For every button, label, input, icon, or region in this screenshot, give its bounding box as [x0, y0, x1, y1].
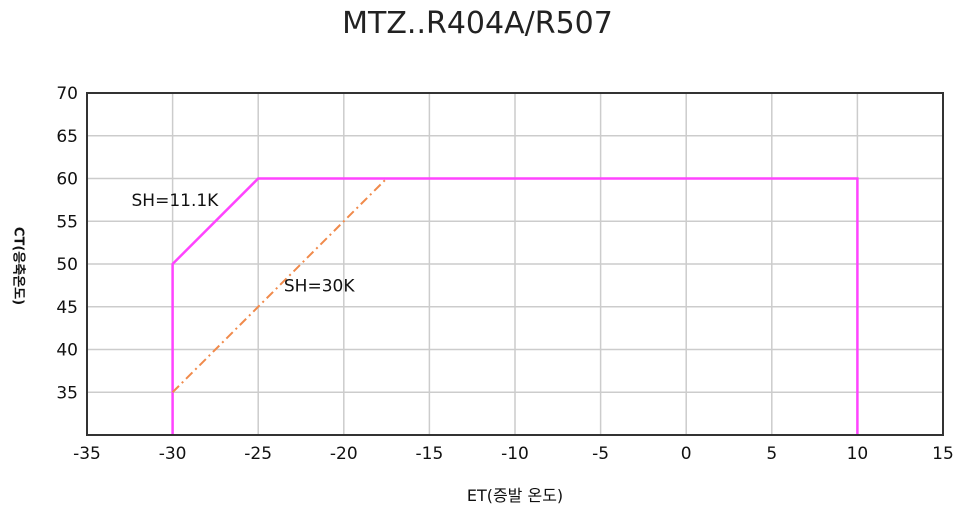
y-tick-label: 40 — [56, 341, 78, 361]
plot-frame — [86, 92, 944, 436]
x-tick-label: -25 — [244, 444, 272, 464]
annotations: SH=11.1K SH=30K — [132, 191, 356, 297]
x-tick-label: -20 — [330, 444, 358, 464]
y-tick-label: 55 — [56, 212, 78, 232]
y-tick-labels: 35 40 45 50 55 60 65 70 — [56, 84, 78, 403]
x-tick-labels: -35 -30 -25 -20 -15 -10 -5 0 5 10 15 — [73, 444, 954, 464]
x-tick-label: 0 — [681, 444, 692, 464]
y-tick-label: 35 — [56, 383, 78, 403]
x-tick-label: -35 — [73, 444, 101, 464]
series-lines — [171, 177, 859, 435]
y-tick-label: 70 — [56, 84, 78, 104]
x-tick-label: 5 — [766, 444, 777, 464]
grid-lines — [86, 92, 944, 435]
annotation-label: SH=11.1K — [132, 191, 220, 211]
y-tick-label: 60 — [56, 170, 78, 190]
y-axis-label: CT(응축온도) — [10, 226, 26, 306]
x-tick-label: -15 — [416, 444, 444, 464]
x-tick-label: -30 — [159, 444, 187, 464]
x-tick-label: -5 — [592, 444, 609, 464]
x-tick-label: -10 — [501, 444, 529, 464]
y-tick-label: 65 — [56, 127, 78, 147]
x-tick-label: 15 — [932, 444, 954, 464]
chart-title: MTZ..R404A/R507 — [342, 6, 613, 41]
y-tick-label: 50 — [56, 255, 78, 275]
x-axis-label: ET(증발 온도) — [466, 486, 564, 505]
annotation-label: SH=30K — [284, 276, 355, 296]
x-tick-label: 10 — [847, 444, 869, 464]
series-line — [171, 177, 859, 435]
y-tick-label: 45 — [56, 298, 78, 318]
series-line — [171, 177, 388, 393]
